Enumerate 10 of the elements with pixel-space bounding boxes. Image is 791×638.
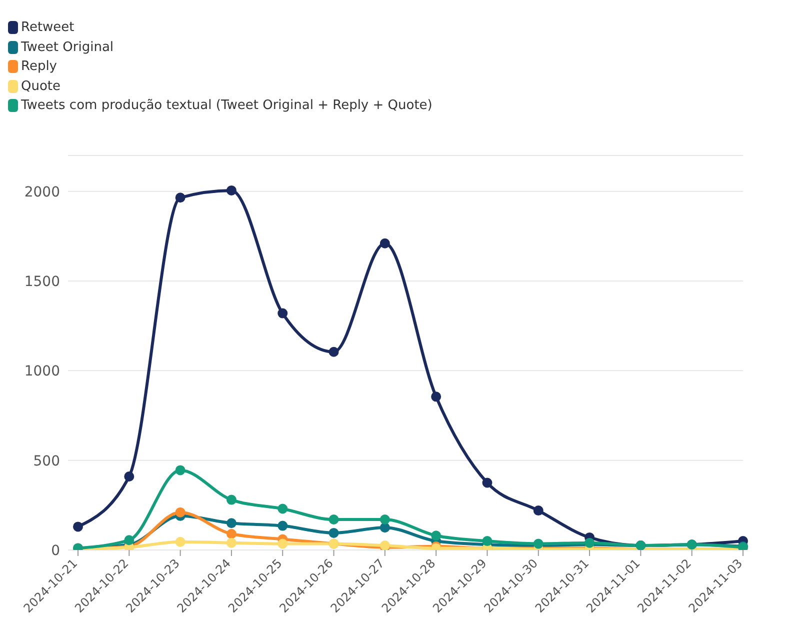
y-tick-label: 0 xyxy=(51,542,60,559)
y-tick-label: 1000 xyxy=(24,364,60,380)
legend-label: Reply xyxy=(21,58,58,76)
legend-label: Tweet Original xyxy=(21,38,114,56)
legend-label: Quote xyxy=(21,78,61,96)
legend-label: Tweets com produção textual (Tweet Original + Reply + Quote) xyxy=(21,97,432,115)
y-tick-label: 1500 xyxy=(24,274,60,290)
y-tick-label: 2000 xyxy=(24,184,60,200)
y-tick-label: 500 xyxy=(33,453,60,470)
legend-label: Retweet xyxy=(21,19,74,37)
